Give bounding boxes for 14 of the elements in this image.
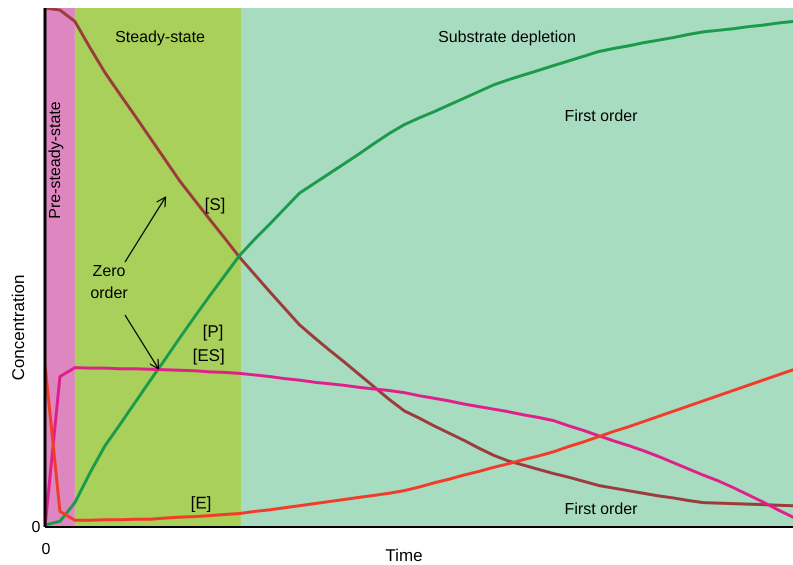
series-label: [ES] (192, 346, 225, 365)
annotation: Zero order (90, 263, 128, 302)
series-label: [P] (202, 322, 224, 341)
text: 0 (42, 541, 51, 558)
series-label: [E] (190, 494, 212, 513)
annotation: Substrate depletion (438, 29, 576, 46)
text: 0 (32, 519, 41, 536)
x-axis-title: Time (385, 546, 423, 565)
annotation: Steady-state (115, 29, 206, 46)
annotation: First order (564, 108, 638, 125)
annotation: First order (564, 501, 638, 518)
annotation: Pre-steady-state (47, 101, 64, 219)
series-label: [S] (204, 195, 226, 214)
y-axis-title: Concentration (9, 274, 28, 380)
